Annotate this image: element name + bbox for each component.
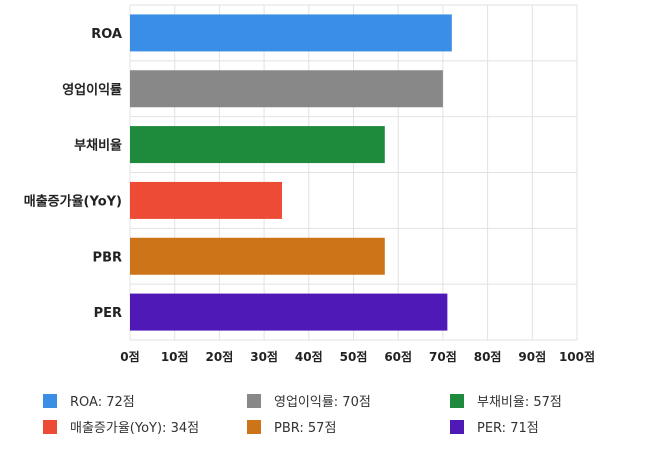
x-tick-label: 0점 <box>120 349 139 364</box>
x-tick-label: 10점 <box>161 349 189 364</box>
category-label: 영업이익률 <box>62 82 122 98</box>
bar-4 <box>130 237 385 275</box>
x-tick-label: 40점 <box>295 349 323 364</box>
category-label: 부채비율 <box>74 138 122 154</box>
x-tick-labels: 0점 10점 20점 30점 40점 50점 60점 70점 80점 90점 100점 <box>120 349 595 364</box>
legend-item: ROA: 72점 <box>43 394 135 410</box>
category-label: 매출증가율(YoY) <box>24 193 122 209</box>
bar-2 <box>130 126 385 164</box>
legend-label: 매출증가율(YoY): 34점 <box>70 421 199 436</box>
legend-item: PBR: 57점 <box>247 420 336 436</box>
category-label: PER <box>94 306 122 321</box>
x-tick-label: 20점 <box>206 349 234 364</box>
legend-label: PER: 71점 <box>477 421 539 436</box>
legend-item: 영업이익률: 70점 <box>247 394 371 410</box>
legend-swatch <box>43 420 57 434</box>
category-label: PBR <box>93 250 122 265</box>
legend-swatch <box>247 394 261 408</box>
x-tick-label: 50점 <box>340 349 368 364</box>
bar-5 <box>130 293 448 331</box>
x-tick-label: 30점 <box>250 349 278 364</box>
bar-1 <box>130 70 443 108</box>
bar-0 <box>130 14 452 52</box>
bar-3 <box>130 181 282 219</box>
legend-label: PBR: 57점 <box>274 421 336 436</box>
legend-swatch <box>450 394 464 408</box>
x-tick-label: 60점 <box>384 349 412 364</box>
legend-swatch <box>43 394 57 408</box>
bars <box>130 14 452 331</box>
legend-item: PER: 71점 <box>450 420 539 436</box>
legend-label: 영업이익률: 70점 <box>274 395 371 410</box>
legend-item: 부채비율: 57점 <box>450 394 562 410</box>
x-tick-label: 80점 <box>474 349 502 364</box>
category-label: ROA <box>91 27 122 42</box>
legend-swatch <box>450 420 464 434</box>
grid-lines <box>129 4 578 341</box>
legend-label: ROA: 72점 <box>70 395 135 410</box>
legend-label: 부채비율: 57점 <box>477 395 562 410</box>
x-tick-label: 100점 <box>559 349 595 364</box>
legend-swatch <box>247 420 261 434</box>
x-tick-label: 70점 <box>429 349 457 364</box>
legend-item: 매출증가율(YoY): 34점 <box>43 420 199 436</box>
x-tick-label: 90점 <box>518 349 546 364</box>
